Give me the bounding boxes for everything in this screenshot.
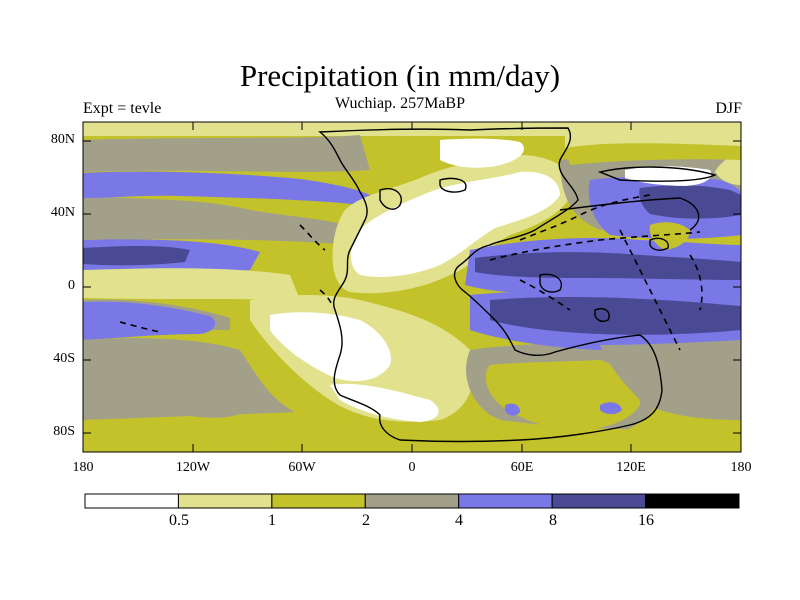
- colorbar-swatch-1: [177, 493, 273, 509]
- colorbar-swatch-2: [271, 493, 366, 509]
- season-label: DJF: [715, 100, 742, 117]
- ytick-label-0: 0: [68, 278, 75, 293]
- dashed-line-c: [619, 229, 681, 351]
- coastline-lake: [439, 177, 467, 193]
- band-north-gray-2: [83, 196, 360, 245]
- precip-field: [83, 122, 741, 452]
- ne-gulf-olive: [649, 222, 690, 250]
- band-south-gray-2: [83, 338, 300, 420]
- xtick-label-120W: 120W: [175, 460, 211, 475]
- band-north-gray: [83, 135, 370, 172]
- coastline-equatorial-island: [539, 273, 562, 293]
- dashed-line-b: [489, 231, 701, 261]
- axis-ticks: [82, 122, 742, 452]
- xtick-label-60E: 60E: [510, 460, 534, 475]
- xtick-label-180e: 180: [730, 460, 752, 475]
- colorbar-swatch-0: [84, 493, 179, 509]
- dashed-line-g: [119, 321, 161, 333]
- colorbar: [84, 493, 740, 509]
- colorbar-label-0: 0.5: [169, 512, 189, 529]
- tethys-darkblue-north: [475, 252, 741, 280]
- east-ocean-gray: [600, 340, 741, 420]
- colorbar-label-3: 4: [455, 512, 463, 529]
- south-blue-patch: [505, 403, 520, 416]
- colorbar-label-4: 8: [549, 512, 557, 529]
- experiment-label: Expt = tevle: [83, 100, 162, 117]
- arctic-olive: [565, 143, 741, 165]
- ytick-label-40S: 40S: [53, 351, 75, 366]
- xtick-label-120E: 120E: [616, 460, 646, 475]
- ytick-label-80S: 80S: [53, 424, 75, 439]
- colorbar-swatch-4: [458, 493, 553, 509]
- figure-subtitle: Wuchiap. 257MaBP: [334, 95, 465, 112]
- coastline-ne-island: [597, 166, 717, 182]
- ytick-label-80N: 80N: [50, 132, 75, 147]
- xtick-label-0: 0: [408, 460, 416, 475]
- dashed-line-f: [299, 224, 326, 251]
- coastline-inner-gulf: [379, 188, 402, 210]
- pangaea-north-white-core: [350, 171, 560, 277]
- dashed-line-d: [519, 279, 571, 311]
- pangaea-south-olive: [485, 360, 640, 430]
- coastline-east-islands: [649, 237, 669, 251]
- colorbar-swatch-6: [645, 493, 740, 509]
- dashed-line-e: [689, 254, 703, 311]
- band-bottom-olive: [83, 412, 400, 452]
- coastline-east-arm: [559, 197, 700, 231]
- pangaea-south-white-2: [330, 383, 439, 422]
- dashed-line-h: [319, 289, 333, 306]
- coastlines: [318, 127, 717, 443]
- band-equator-lightyellow: [83, 268, 300, 300]
- colorbar-swatch-3: [364, 493, 460, 509]
- coastline-south-island: [594, 308, 610, 322]
- colorbar-swatch-5: [551, 493, 647, 509]
- band-equator-darkblue: [83, 246, 190, 266]
- dashed-coastlines: [119, 194, 703, 351]
- tethys-darkblue-south: [490, 297, 741, 335]
- pangaea-south-white: [270, 312, 391, 382]
- east-ocean-olive-bottom: [480, 420, 741, 452]
- south-blue-patch-2: [600, 402, 622, 415]
- band-north-blue: [83, 171, 370, 205]
- band-south-blue: [83, 301, 216, 340]
- figure-title: Precipitation (in mm/day): [239, 58, 561, 93]
- colorbar-label-1: 1: [268, 512, 276, 529]
- south-gray-tongue: [180, 397, 245, 418]
- colorbar-label-5: 16: [638, 512, 654, 529]
- colorbar-label-2: 2: [362, 512, 370, 529]
- ne-gulf-darkblue: [639, 185, 741, 219]
- xtick-label-180w: 180: [72, 460, 94, 475]
- pangaea-north-white-ne: [440, 138, 524, 168]
- xtick-label-60W: 60W: [288, 460, 316, 475]
- ytick-label-40N: 40N: [50, 205, 75, 220]
- dashed-line-a: [519, 194, 651, 241]
- coastline-pangaea: [318, 127, 663, 443]
